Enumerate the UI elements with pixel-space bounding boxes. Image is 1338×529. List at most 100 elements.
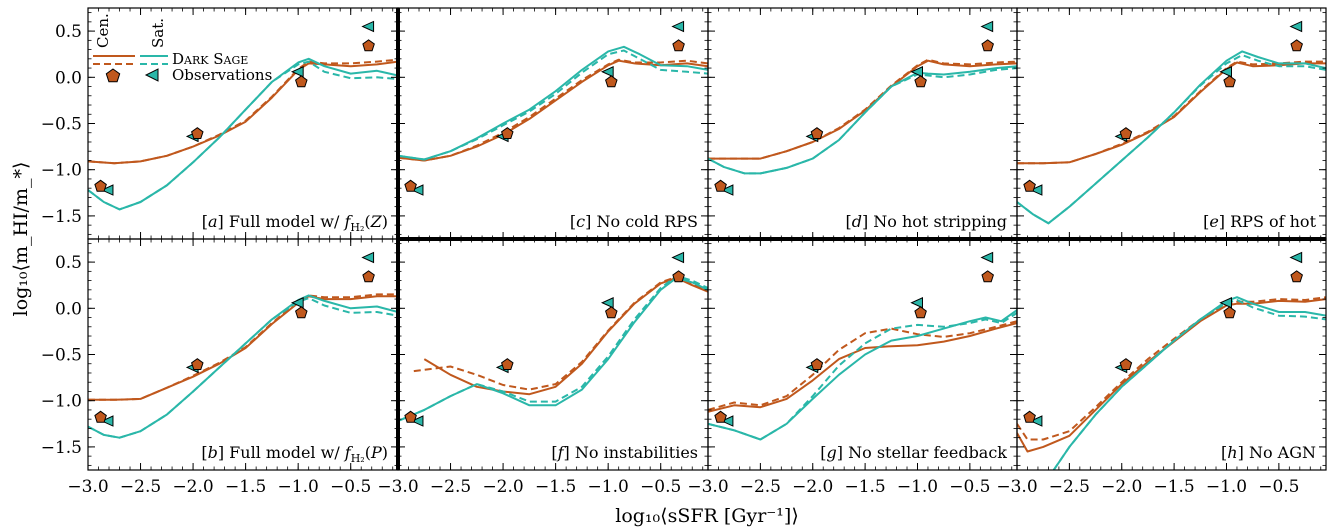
x-tick-label: −0.5 — [640, 477, 681, 497]
panel-f: [f] No instabilities — [397, 238, 709, 471]
x-tick-label: −2.5 — [120, 477, 161, 497]
x-tick-label: −1.0 — [588, 477, 629, 497]
obs-satellite-marker — [290, 296, 304, 309]
obs-central-marker — [501, 127, 514, 139]
plot-area — [1017, 20, 1326, 225]
central-dashed-line — [88, 58, 398, 165]
panel-d: [d] No hot stripping — [707, 7, 1018, 240]
panel-label: [g] No stellar feedback — [820, 443, 1007, 462]
satellite-dashed-line — [398, 49, 708, 161]
central-dashed-line — [1017, 60, 1326, 165]
ticks — [707, 8, 1017, 239]
x-tick-label: −3.0 — [67, 477, 108, 497]
central-solid-line — [708, 59, 1017, 160]
obs-central-marker — [94, 410, 107, 423]
y-tick-label: −1.5 — [41, 438, 82, 458]
central-dashed-line — [708, 58, 1017, 160]
y-tick-label: −1.0 — [41, 392, 82, 412]
obs-satellite-marker — [290, 65, 304, 78]
y-tick-label: 0.0 — [55, 68, 82, 88]
obs-central-marker — [810, 358, 824, 370]
x-tick-label: −2.0 — [482, 477, 523, 497]
x-tick-label: −2.0 — [1101, 477, 1142, 497]
obs-satellite-marker — [1219, 296, 1232, 309]
y-tick-label: −1.5 — [41, 207, 82, 227]
obs-central-marker — [914, 75, 927, 88]
obs-satellite-marker — [100, 415, 114, 427]
satellite-solid-line — [398, 276, 708, 422]
x-tick-label: −0.5 — [949, 477, 990, 497]
panel-label: [d] No hot stripping — [845, 212, 1007, 231]
panel-label: [a] Full model w/ fH₂(Z) — [202, 212, 388, 234]
x-tick-label: −1.5 — [225, 477, 266, 497]
y-tick-label: −0.5 — [41, 115, 82, 135]
legend-model-label: Dark Sage — [172, 50, 248, 68]
obs-central-marker — [1223, 306, 1236, 319]
obs-satellite-marker — [410, 415, 424, 427]
panel-b: [b] Full model w/ fH₂(P) — [87, 238, 399, 471]
obs-satellite-marker — [361, 20, 375, 33]
x-tick-label: −3.0 — [377, 477, 418, 497]
x-tick-label: −0.5 — [330, 477, 371, 497]
obs-central-marker — [1023, 179, 1036, 192]
x-tick-label: −2.5 — [1049, 477, 1090, 497]
ticks — [397, 8, 708, 239]
y-tick-labels: −1.5 −1.0 −0.5 0.0 0.5 −1.5 −1.0 −0.5 0.0 0.5 — [41, 22, 82, 458]
obs-satellite-marker — [671, 251, 685, 264]
obs-central-marker — [1223, 75, 1236, 88]
obs-central-marker — [191, 358, 204, 370]
obs-central-marker — [914, 306, 927, 319]
obs-satellite-marker — [980, 251, 994, 264]
plot-area — [398, 20, 708, 196]
x-tick-label: −0.5 — [1258, 477, 1299, 497]
obs-central-marker — [94, 179, 107, 192]
obs-central-marker — [295, 75, 308, 88]
obs-satellite-marker — [910, 296, 923, 309]
central-dashed-line — [1017, 296, 1326, 441]
legend-col-central: Cen. — [94, 13, 112, 48]
obs-central-marker — [605, 306, 618, 319]
obs-satellite-marker — [1029, 184, 1043, 196]
central-dashed-line — [708, 320, 1017, 411]
plot-area — [708, 251, 1017, 441]
obs-central-marker — [1119, 358, 1133, 370]
panel-e: [e] RPS of hot — [1016, 7, 1327, 240]
obs-satellite-marker — [1029, 415, 1043, 427]
obs-central-marker — [1119, 127, 1133, 139]
x-tick-label: −2.5 — [430, 477, 471, 497]
obs-central-marker — [362, 270, 375, 283]
obs-central-marker — [501, 358, 514, 370]
plot-area — [88, 251, 398, 439]
panel-h: [h] No AGN — [1016, 238, 1327, 471]
obs-satellite-marker — [410, 184, 424, 196]
plot-area — [398, 251, 708, 427]
obs-central-marker — [1023, 410, 1036, 423]
panel-label: [h] No AGN — [1221, 443, 1316, 462]
central-solid-line — [1017, 61, 1326, 165]
panel-label: [e] RPS of hot — [1203, 212, 1316, 231]
obs-central-marker — [672, 270, 685, 283]
plot-area — [1017, 251, 1326, 470]
y-tick-label: 0.5 — [55, 22, 82, 42]
central-solid-line — [398, 59, 708, 162]
central-solid-line — [423, 276, 708, 396]
x-tick-label: −2.0 — [172, 477, 213, 497]
y-axis-label: log₁₀⟨m_HI/m_*⟩ — [10, 162, 32, 317]
obs-central-marker — [404, 410, 417, 423]
obs-satellite-marker — [100, 184, 114, 196]
y-tick-label: −0.5 — [41, 346, 82, 366]
x-tick-label: −1.5 — [844, 477, 885, 497]
satellite-dashed-line — [88, 60, 398, 211]
satellite-dashed-line — [1052, 299, 1326, 470]
y-tick-label: 0.0 — [55, 299, 82, 319]
obs-satellite-marker — [980, 20, 994, 33]
central-solid-line — [1017, 298, 1326, 453]
obs-satellite-marker — [600, 65, 614, 78]
obs-central-marker — [714, 179, 727, 192]
ticks — [1016, 239, 1326, 470]
central-dashed-line — [88, 293, 398, 401]
ticks — [1016, 8, 1326, 239]
obs-central-marker — [362, 39, 375, 52]
legend-obs-satellite-marker — [144, 68, 159, 82]
